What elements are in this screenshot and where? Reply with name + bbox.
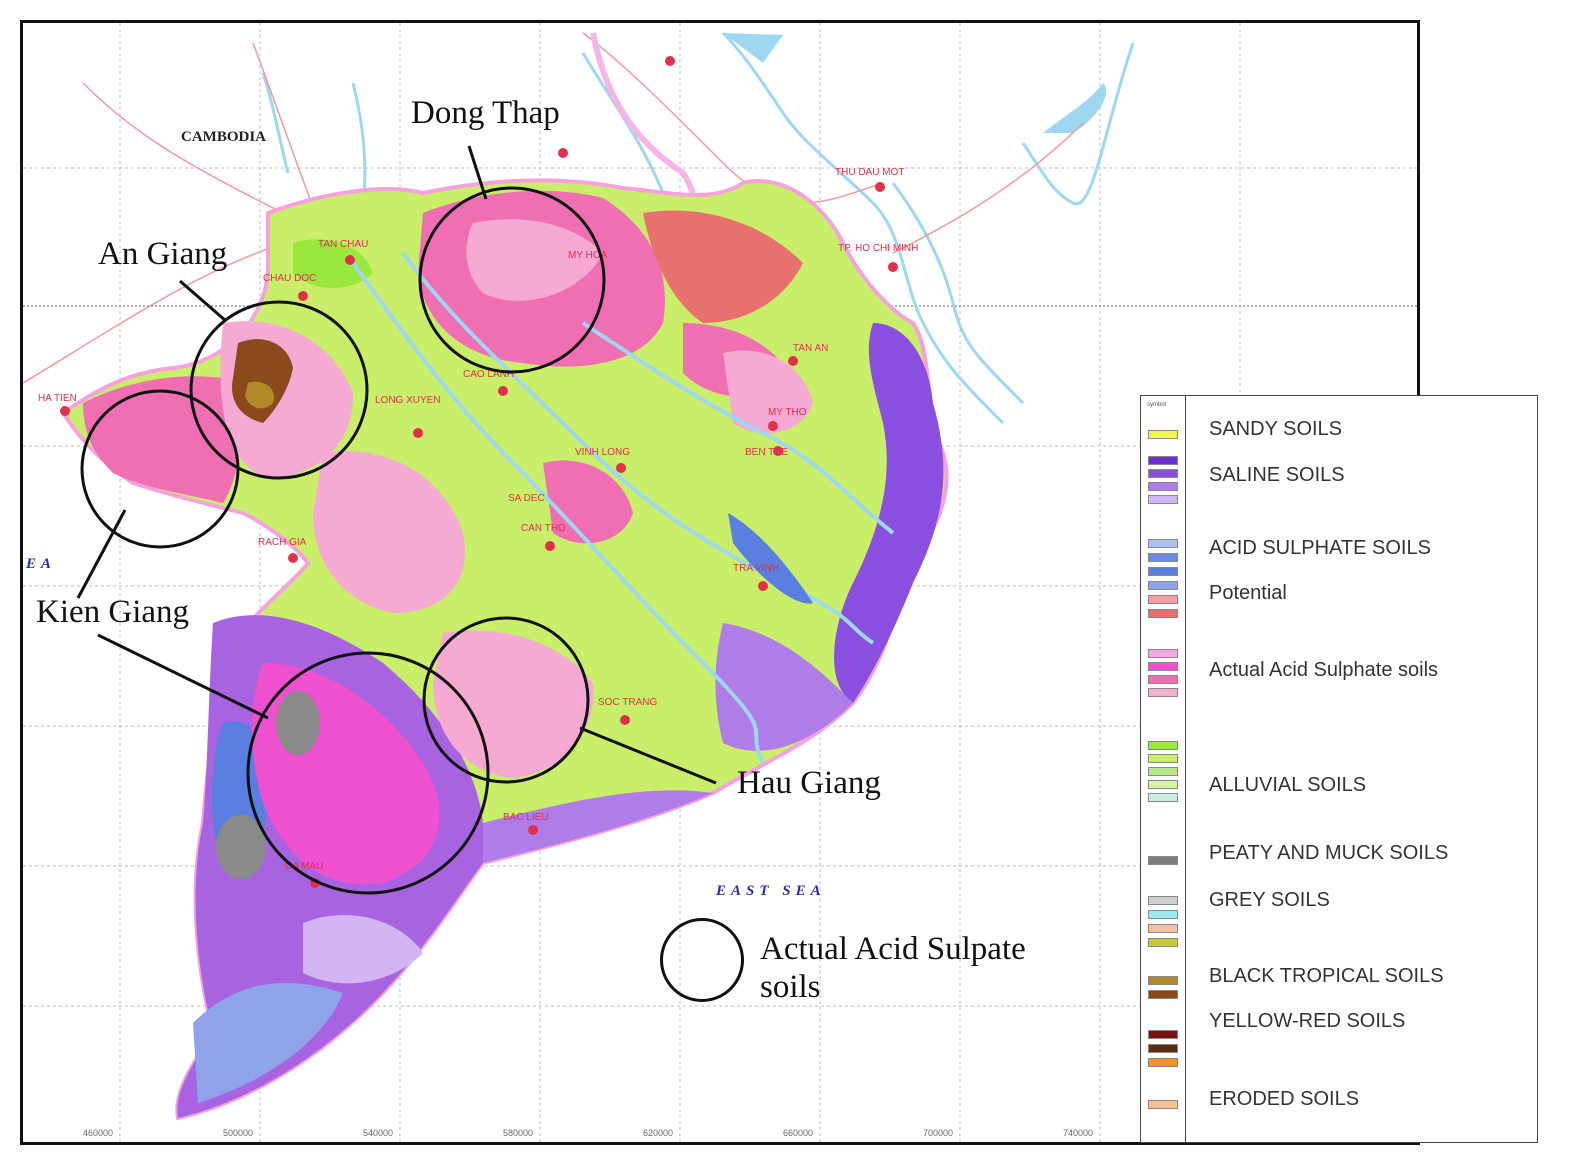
place-label: SA DEC: [508, 493, 545, 504]
legend-label: ALLUVIAL SOILS: [1209, 774, 1367, 796]
legend-swatch: [1148, 482, 1178, 491]
kien-giang-label: Kien Giang: [36, 594, 190, 630]
axis-tick: 700000: [923, 1128, 954, 1138]
place-label: BAC LIEU: [503, 812, 549, 823]
circle-key-line1: Actual Acid Sulpate: [760, 931, 1026, 967]
dong-thap-circle: [418, 186, 606, 374]
place-label: CA MAU: [285, 861, 323, 872]
legend-label: GREY SOILS: [1209, 889, 1330, 911]
legend-swatch: [1148, 469, 1178, 478]
axis-tick: 660000: [783, 1128, 814, 1138]
legend-label: YELLOW-RED SOILS: [1209, 1010, 1406, 1032]
place-markers: [60, 56, 898, 888]
hau-giang-label: Hau Giang: [737, 765, 881, 801]
legend-swatch: [1148, 856, 1178, 865]
reservoir: [1043, 83, 1107, 133]
place-label: RACH GIA: [258, 537, 307, 548]
legend-swatch-column: symbol: [1141, 396, 1186, 1142]
place-label: HA TIEN: [38, 393, 77, 404]
legend-swatch: [1148, 741, 1178, 750]
legend-swatch: [1148, 780, 1178, 789]
an-giang-circle: [189, 300, 369, 480]
kien-giang-circle: [80, 389, 240, 549]
legend-swatch: [1148, 539, 1178, 548]
legend-code-header: symbol: [1147, 402, 1167, 408]
place-label: MY HOA: [568, 250, 608, 261]
axis-tick: 620000: [643, 1128, 674, 1138]
axis-tick: 540000: [363, 1128, 394, 1138]
legend-swatch: [1148, 754, 1178, 763]
circle-key-symbol: [660, 918, 744, 1002]
place-label: CAO LANH: [463, 369, 514, 380]
legend-swatch: [1148, 910, 1178, 919]
legend-label: ACID SULPHATE SOILS: [1209, 537, 1431, 559]
place-label: LONG XUYEN: [375, 395, 441, 406]
legend-label: BLACK TROPICAL SOILS: [1209, 965, 1444, 987]
legend-swatch: [1148, 1100, 1178, 1109]
circle-key-label: Actual Acid Sulpate soils: [760, 930, 1026, 1006]
legend-swatch: [1148, 609, 1178, 618]
legend-swatch: [1148, 581, 1178, 590]
place-labels: TAN CHAU CHAU DOC HA TIEN RACH GIA LONG …: [38, 167, 918, 872]
place-label: TAN AN: [793, 343, 828, 354]
legend-swatch: [1148, 938, 1178, 947]
axis-tick: 460000: [83, 1128, 114, 1138]
legend-swatch: [1148, 976, 1178, 985]
legend-swatch: [1148, 1030, 1178, 1039]
highlight-circles: [80, 186, 606, 895]
legend-swatch: [1148, 649, 1178, 658]
legend-swatch: [1148, 990, 1178, 999]
legend-swatch: [1148, 662, 1178, 671]
axis-tick: 500000: [223, 1128, 254, 1138]
legend-label: ERODED SOILS: [1209, 1088, 1360, 1110]
delta-region: [60, 178, 949, 1121]
axis-tick: 580000: [503, 1128, 534, 1138]
lake: [723, 33, 783, 63]
place-label: MY THO: [768, 407, 807, 418]
legend-label: Potential: [1209, 582, 1287, 604]
legend-swatch: [1148, 675, 1178, 684]
place-label: TRA VINH: [733, 563, 779, 574]
legend-swatch: [1148, 495, 1178, 504]
legend-label: Actual Acid Sulphate soils: [1209, 659, 1439, 681]
legend-swatch: [1148, 456, 1178, 465]
place-label: VINH LONG: [575, 447, 630, 458]
hau-giang-circle-west: [246, 651, 490, 895]
legend-swatch: [1148, 767, 1178, 776]
place-label: BEN TRE: [745, 447, 788, 458]
dong-thap-label: Dong Thap: [411, 95, 560, 131]
legend-swatch: [1148, 896, 1178, 905]
legend-swatch: [1148, 430, 1178, 439]
legend-swatch: [1148, 567, 1178, 576]
legend-swatch: [1148, 1058, 1178, 1067]
legend-label: PEATY AND MUCK SOILS: [1209, 842, 1449, 864]
an-giang-label: An Giang: [98, 236, 228, 272]
leader-lines: [76, 145, 717, 785]
sea-label-west: EA: [26, 556, 57, 572]
legend-swatch: [1148, 1044, 1178, 1053]
legend-label: SANDY SOILS: [1209, 418, 1343, 440]
sea-label-east: EAST SEA: [716, 883, 826, 899]
place-label: THU DAU MOT: [835, 167, 904, 178]
legend-label: SALINE SOILS: [1209, 464, 1345, 486]
place-label: SOC TRANG: [598, 697, 657, 708]
circle-key-line2: soils: [760, 969, 821, 1005]
country-label: CAMBODIA: [181, 129, 266, 145]
legend: symbol SANDY SOILS SALINE SOILS ACID SULPH…: [1140, 395, 1538, 1143]
place-label: TP. HO CHI MINH: [838, 243, 918, 254]
river-network: [261, 31, 1135, 425]
legend-swatch: [1148, 793, 1178, 802]
hau-giang-circle-east: [422, 616, 590, 784]
legend-swatch: [1148, 553, 1178, 562]
legend-swatch: [1148, 924, 1178, 933]
legend-swatch: [1148, 688, 1178, 697]
legend-swatch: [1148, 595, 1178, 604]
place-label: CAN THO: [521, 523, 566, 534]
axis-tick: 740000: [1063, 1128, 1094, 1138]
place-label: TAN CHAU: [318, 239, 368, 250]
place-label: CHAU DOC: [263, 273, 316, 284]
